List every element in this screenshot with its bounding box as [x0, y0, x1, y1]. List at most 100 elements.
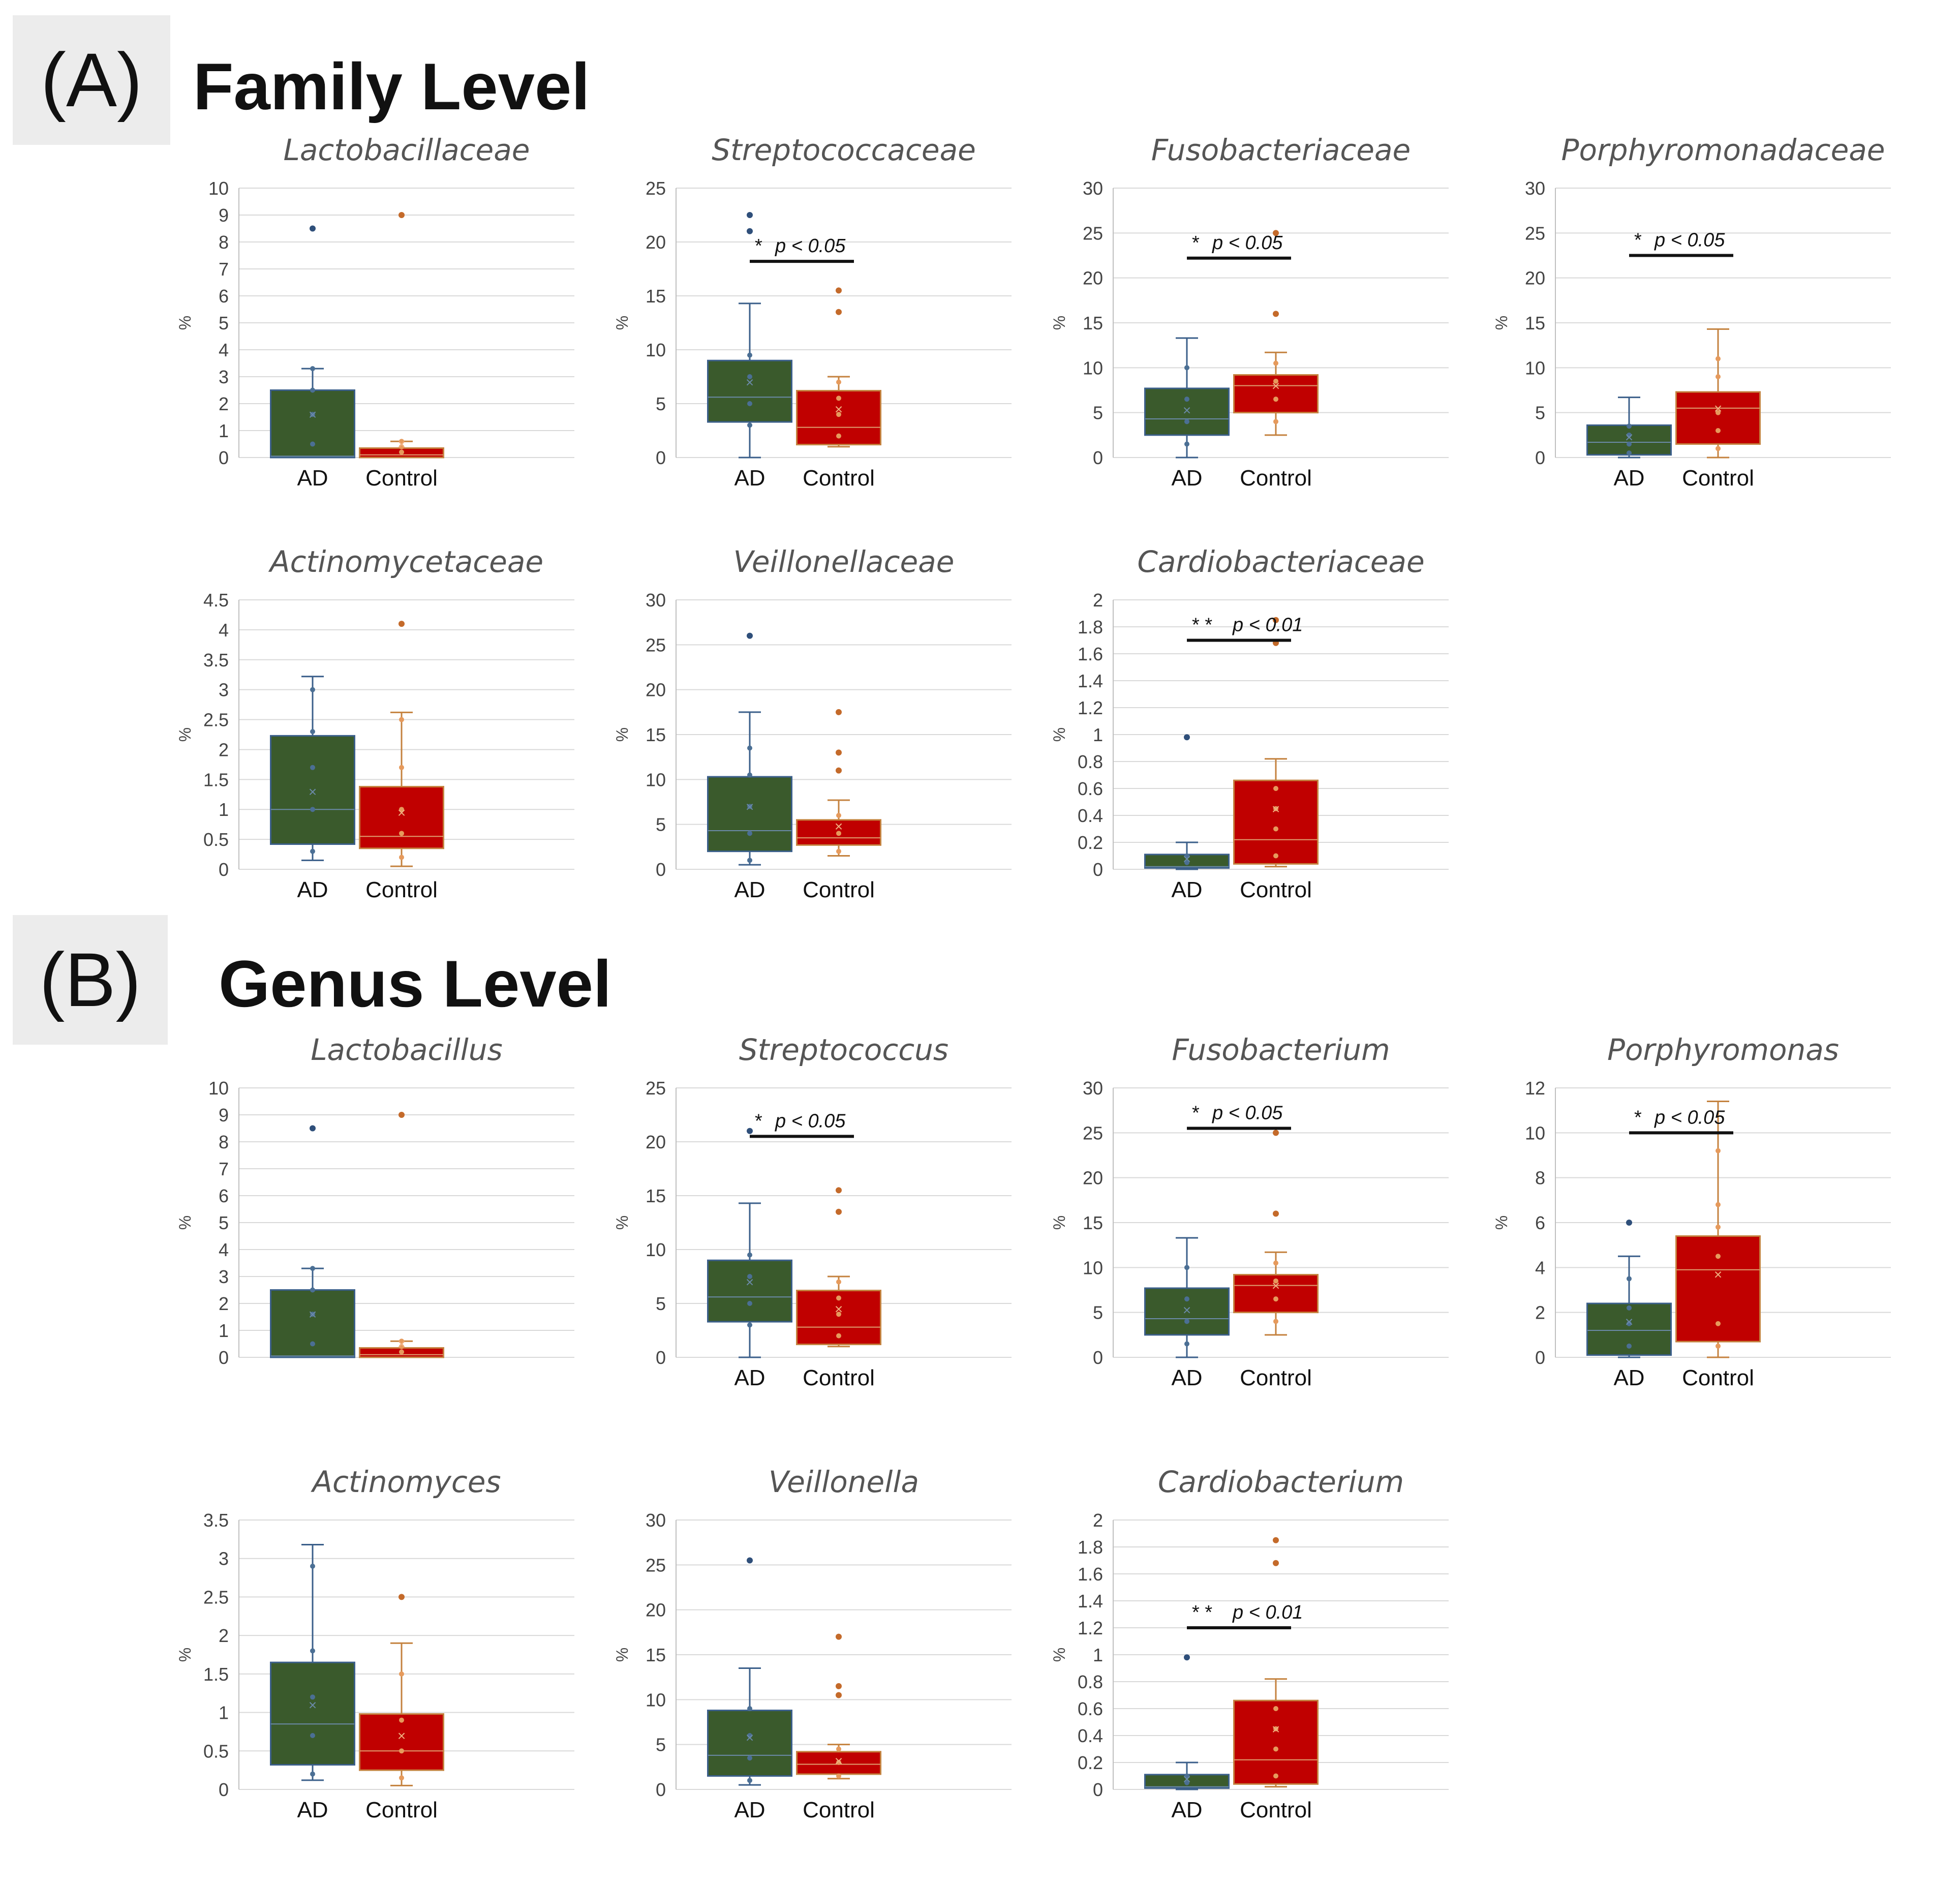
control-outlier — [836, 1208, 842, 1215]
y-tick-label: 25 — [1083, 223, 1103, 244]
y-tick-label: 0.6 — [1078, 1698, 1103, 1719]
control-data-point — [1273, 360, 1278, 366]
y-tick-label: 2 — [1093, 1510, 1103, 1531]
control-data-point — [399, 717, 404, 722]
chart-title: Lactobacillus — [311, 1032, 503, 1067]
y-tick-label: 0 — [219, 447, 229, 468]
y-tick-label: 2 — [219, 1293, 229, 1314]
ad-mean-marker: × — [746, 1730, 754, 1746]
y-tick-label: 1.4 — [1078, 671, 1103, 691]
control-category-label: Control — [365, 466, 438, 491]
chart-title: Porphyromonadaceae — [1561, 133, 1885, 167]
ad-data-point — [747, 1274, 752, 1279]
ad-data-point — [1184, 1296, 1189, 1302]
control-outlier — [836, 1692, 842, 1698]
y-tick-label: 0 — [656, 859, 666, 880]
y-tick-label: 0.5 — [203, 829, 229, 850]
ad-data-point — [747, 401, 752, 406]
y-tick-label: 15 — [1083, 313, 1103, 333]
y-tick-label: 5 — [219, 1212, 229, 1233]
control-mean-marker: × — [835, 402, 843, 417]
control-box — [1675, 391, 1761, 445]
y-tick-label: 15 — [646, 1645, 666, 1665]
significance-p-value: p < 0.05 — [1212, 232, 1283, 254]
y-axis-label: % — [1050, 316, 1068, 330]
chart-title: Fusobacterium — [1172, 1032, 1390, 1067]
chart-veillonellaceae: Veillonellaceae 0 5 10 15 20 25 30% × AD × Control — [600, 544, 1037, 920]
y-tick-label: 10 — [1083, 1257, 1103, 1278]
significance-p-value: p < 0.05 — [1654, 1107, 1725, 1128]
control-data-point — [836, 412, 841, 417]
control-category-label: Control — [803, 1798, 875, 1822]
ad-data-point — [310, 1287, 315, 1293]
control-outlier — [399, 1594, 405, 1600]
y-tick-label: 25 — [646, 178, 666, 199]
ad-data-point — [747, 374, 752, 379]
ad-data-point — [310, 848, 315, 854]
ad-data-point — [747, 1733, 752, 1738]
y-tick-label: 1 — [219, 1320, 229, 1341]
ad-category-label: AD — [1171, 466, 1202, 491]
control-outlier — [836, 767, 842, 774]
y-axis-label: % — [613, 1215, 631, 1230]
section-a-label: (A) — [13, 15, 170, 145]
y-axis-label: % — [1492, 1215, 1511, 1230]
y-tick-label: 2 — [1535, 1302, 1545, 1323]
control-data-point — [1273, 1706, 1278, 1711]
control-data-point — [1273, 853, 1278, 859]
ad-data-point — [1184, 1780, 1189, 1785]
control-outlier — [1273, 1560, 1279, 1566]
significance-p-value: p < 0.05 — [775, 1110, 846, 1132]
y-tick-label: 10 — [646, 1689, 666, 1710]
chart-streptococcaceae: Streptococcaceae 0 5 10 15 20 25% × AD × Control * p… — [600, 132, 1037, 508]
control-data-point — [399, 807, 404, 812]
y-tick-label: 3 — [219, 1548, 229, 1569]
ad-outlier — [747, 632, 753, 639]
ad-data-point — [310, 1341, 315, 1347]
ad-mean-marker: × — [1625, 429, 1633, 445]
control-outlier — [836, 309, 842, 315]
chart-svg: Streptococcus 0 5 10 15 20 25% × AD × Control * p < … — [613, 1032, 1012, 1390]
ad-mean-marker: × — [1625, 1314, 1633, 1329]
ad-category-label: AD — [1613, 1365, 1644, 1390]
ad-category-label: AD — [297, 466, 328, 491]
ad-data-point — [1184, 1265, 1189, 1270]
y-tick-label: 30 — [646, 1510, 666, 1531]
chart-svg: Veillonellaceae 0 5 10 15 20 25 30% × AD × Control — [613, 544, 1012, 902]
control-data-point — [399, 444, 404, 449]
ad-outlier — [310, 225, 316, 232]
y-tick-label: 2.5 — [203, 710, 229, 731]
control-data-point — [399, 449, 404, 455]
control-data-point — [399, 1339, 404, 1344]
control-category-label: Control — [803, 877, 875, 902]
control-mean-marker: × — [397, 1728, 406, 1744]
chart-svg: Actinomycetaceae 0 0.5 1 1.5 2 2.5 3 3.5 4 4.5% × AD… — [176, 544, 574, 902]
control-data-point — [836, 1773, 841, 1779]
ad-data-point — [747, 1322, 752, 1328]
ad-data-point — [1627, 1321, 1632, 1326]
control-data-point — [399, 831, 404, 836]
control-mean-marker: × — [397, 1336, 406, 1352]
control-category-label: Control — [1682, 466, 1754, 491]
control-data-point — [836, 396, 841, 401]
ad-outlier — [747, 212, 753, 218]
ad-data-point — [1184, 853, 1189, 859]
ad-data-point — [310, 1563, 315, 1569]
y-tick-label: 20 — [646, 1600, 666, 1621]
chart-lactobacillaceae: Lactobacillaceae 0 1 2 3 4 5 6 7 8 9 10% × AD × Control — [163, 132, 600, 508]
ad-data-point — [310, 1771, 315, 1777]
chart-streptococcus: Streptococcus 0 5 10 15 20 25% × AD × Control * p < … — [600, 1032, 1037, 1408]
ad-data-point — [1184, 441, 1189, 447]
control-outlier — [836, 1683, 842, 1689]
y-tick-label: 8 — [219, 1132, 229, 1152]
ad-data-point — [310, 1694, 315, 1700]
chart-title: Veillonella — [769, 1465, 919, 1499]
y-tick-label: 30 — [1083, 1078, 1103, 1099]
ad-data-point — [747, 422, 752, 428]
chart-veillonella: Veillonella 0 5 10 15 20 25 30% × AD × Control — [600, 1464, 1037, 1840]
y-tick-label: 10 — [646, 769, 666, 790]
significance-stars: * — [1634, 1107, 1642, 1128]
control-data-point — [836, 1279, 841, 1285]
y-tick-label: 1.6 — [1078, 644, 1103, 664]
control-data-point — [1273, 1296, 1278, 1302]
